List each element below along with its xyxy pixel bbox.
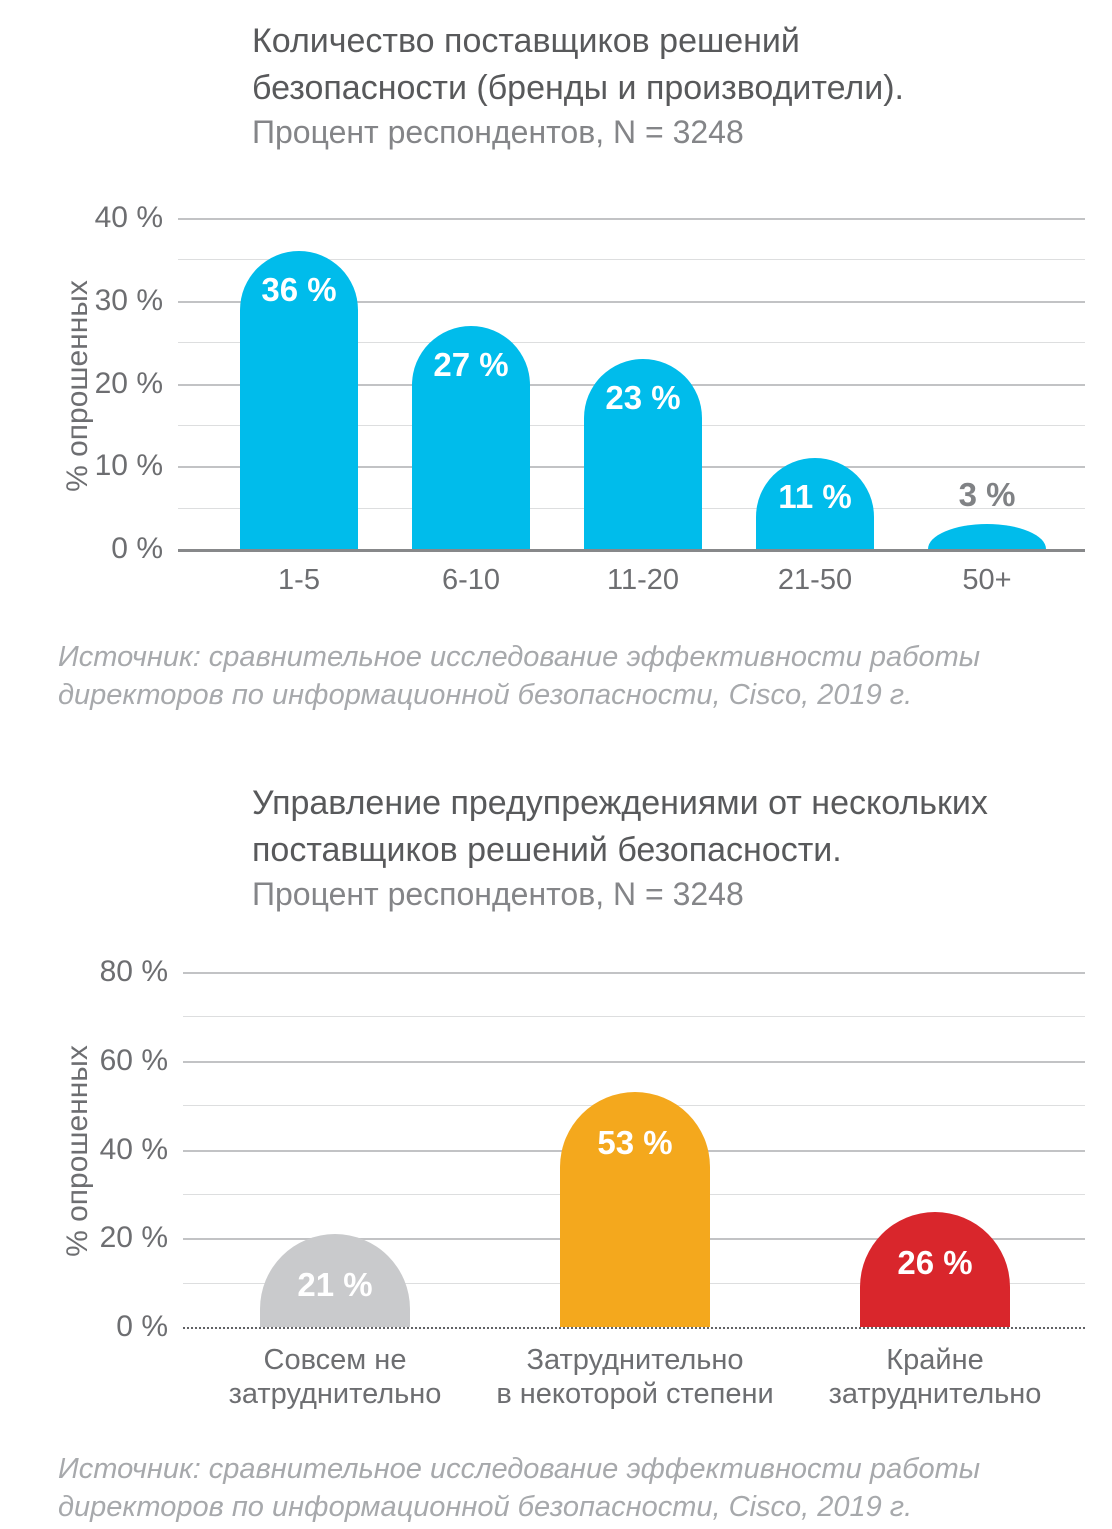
bar: [240, 251, 358, 549]
y-tick-label: 30 %: [94, 283, 163, 317]
major-gridline: [183, 972, 1085, 974]
major-gridline: [178, 300, 1085, 303]
x-axis-baseline: [178, 549, 1085, 552]
chart-title: Количество поставщиков решений безопасно…: [252, 22, 904, 107]
x-category-label: 11-20: [606, 564, 680, 596]
y-tick-label: 10 %: [94, 449, 163, 483]
bar: [412, 326, 530, 549]
chart-subtitle: Процент респондентов, N = 3248: [252, 876, 744, 912]
bar-value-label: 27 %: [433, 346, 509, 383]
minor-gridline: [183, 1016, 1085, 1018]
y-tick-label: 0 %: [116, 1310, 168, 1343]
minor-gridline: [178, 342, 1085, 344]
x-category-label: 50+: [962, 564, 1012, 596]
y-tick-label: 40 %: [99, 1132, 168, 1166]
y-tick-label: 20 %: [94, 366, 163, 400]
bar: [860, 1212, 1010, 1327]
x-category-label: Крайне затруднительно: [828, 1344, 1042, 1410]
bar-value-label: 53 %: [597, 1124, 673, 1161]
x-category-label: Совсем не затруднительно: [228, 1344, 442, 1410]
x-category-label: 6-10: [441, 564, 501, 596]
x-category-label: 21-50: [777, 564, 853, 596]
bar-value-label: 36 %: [261, 271, 337, 308]
x-category-label: Затруднительно в некоторой степени: [496, 1344, 774, 1410]
y-tick-label: 60 %: [99, 1043, 168, 1077]
bar: [560, 1092, 710, 1327]
bar-value-label: 3 %: [958, 476, 1016, 513]
bar: [928, 524, 1046, 549]
bar-value-label: 26 %: [897, 1244, 973, 1281]
plot-area: [178, 218, 1085, 552]
chart-title: Управление предупреждениями от нескольки…: [252, 784, 988, 869]
major-gridline: [183, 1060, 1085, 1063]
y-tick-label: 40 %: [94, 201, 163, 234]
x-category-label: 1-5: [278, 564, 320, 596]
bar-value-label: 23 %: [605, 379, 681, 416]
y-tick-label: 20 %: [99, 1221, 168, 1255]
bar: [756, 458, 874, 549]
minor-gridline: [178, 259, 1085, 261]
bar-value-label: 21 %: [297, 1266, 373, 1303]
y-tick-label: 0 %: [111, 532, 163, 565]
y-tick-label: 80 %: [99, 955, 168, 988]
chart-subtitle: Процент респондентов, N = 3248: [252, 114, 744, 150]
source-note: Источник: сравнительное исследование эфф…: [58, 641, 981, 711]
plot-area: [183, 972, 1085, 1329]
bar: [584, 359, 702, 549]
source-note: Источник: сравнительное исследование эфф…: [58, 1453, 981, 1523]
x-axis-baseline: [183, 1327, 1085, 1329]
major-gridline: [178, 218, 1085, 220]
bar-value-label: 11 %: [778, 478, 852, 515]
